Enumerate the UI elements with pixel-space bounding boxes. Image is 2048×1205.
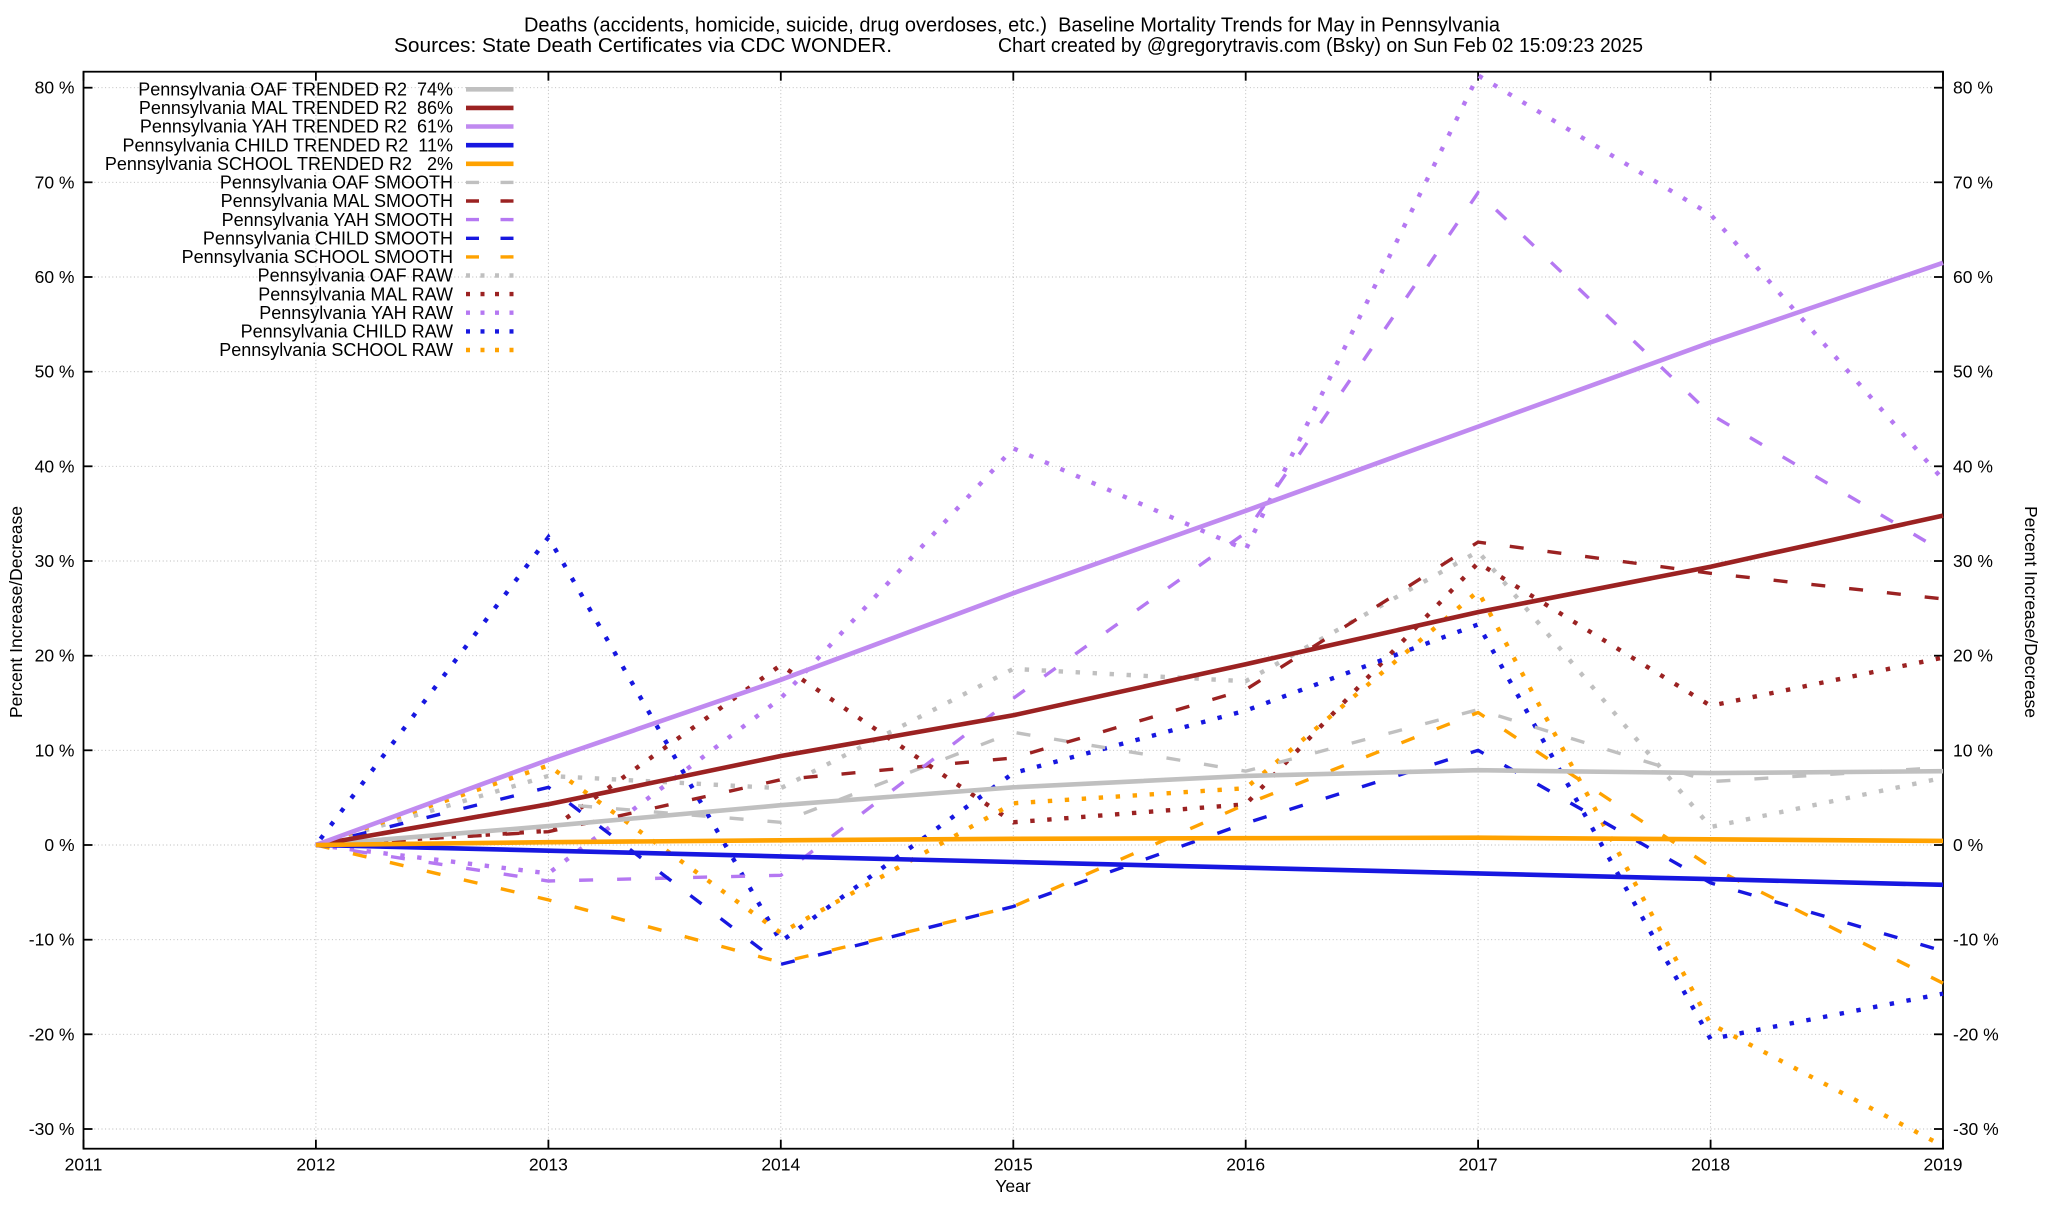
svg-text:0 %: 0 % xyxy=(1953,835,1983,855)
svg-text:Deaths (accidents, homicide, s: Deaths (accidents, homicide, suicide, dr… xyxy=(524,14,1501,36)
svg-text:2019: 2019 xyxy=(1924,1155,1963,1175)
svg-text:80 %: 80 % xyxy=(35,78,75,98)
svg-text:Pennsylvania OAF RAW: Pennsylvania OAF RAW xyxy=(258,266,453,286)
svg-text:2011: 2011 xyxy=(65,1155,103,1175)
svg-text:-10 %: -10 % xyxy=(29,930,75,950)
svg-text:0 %: 0 % xyxy=(44,835,74,855)
svg-text:80 %: 80 % xyxy=(1953,78,1993,98)
svg-text:2015: 2015 xyxy=(994,1155,1033,1175)
svg-text:30 %: 30 % xyxy=(35,551,75,571)
svg-text:Percent Increase/Decrease: Percent Increase/Decrease xyxy=(6,506,26,718)
svg-text:Sources: State Death Certifica: Sources: State Death Certificates via CD… xyxy=(394,35,892,57)
svg-text:2018: 2018 xyxy=(1691,1155,1730,1175)
svg-text:-20 %: -20 % xyxy=(1953,1024,1999,1044)
svg-text:2014: 2014 xyxy=(761,1155,800,1175)
svg-text:Pennsylvania SCHOOL RAW: Pennsylvania SCHOOL RAW xyxy=(219,340,453,360)
svg-text:Pennsylvania OAF SMOOTH: Pennsylvania OAF SMOOTH xyxy=(220,173,453,193)
svg-text:Pennsylvania CHILD TRENDED R2: Pennsylvania CHILD TRENDED R2 11% xyxy=(123,135,453,155)
svg-text:60 %: 60 % xyxy=(35,267,75,287)
svg-text:Pennsylvania MAL SMOOTH: Pennsylvania MAL SMOOTH xyxy=(221,191,453,211)
svg-text:-30 %: -30 % xyxy=(29,1119,75,1139)
svg-text:50 %: 50 % xyxy=(1953,362,1993,382)
svg-text:Pennsylvania OAF TRENDED R2 7: Pennsylvania OAF TRENDED R2 74% xyxy=(138,80,453,100)
svg-text:2012: 2012 xyxy=(296,1155,335,1175)
svg-text:Pennsylvania MAL TRENDED R2 8: Pennsylvania MAL TRENDED R2 86% xyxy=(139,98,453,118)
svg-text:20 %: 20 % xyxy=(35,646,75,666)
svg-text:70 %: 70 % xyxy=(35,172,75,192)
svg-text:-30 %: -30 % xyxy=(1953,1119,1999,1139)
svg-text:Pennsylvania YAH RAW: Pennsylvania YAH RAW xyxy=(259,303,453,323)
svg-text:Pennsylvania CHILD RAW: Pennsylvania CHILD RAW xyxy=(241,322,453,342)
svg-text:60 %: 60 % xyxy=(1953,267,1993,287)
svg-text:30 %: 30 % xyxy=(1953,551,1993,571)
svg-text:Pennsylvania YAH SMOOTH: Pennsylvania YAH SMOOTH xyxy=(222,210,453,230)
svg-text:2013: 2013 xyxy=(529,1155,568,1175)
svg-text:70 %: 70 % xyxy=(1953,172,1993,192)
svg-text:Pennsylvania MAL RAW: Pennsylvania MAL RAW xyxy=(258,284,453,304)
svg-text:Percent Increase/Decrease: Percent Increase/Decrease xyxy=(2021,506,2041,718)
svg-text:Pennsylvania SCHOOL SMOOTH: Pennsylvania SCHOOL SMOOTH xyxy=(182,247,453,267)
svg-text:40 %: 40 % xyxy=(1953,456,1993,476)
svg-text:Pennsylvania YAH TRENDED R2 6: Pennsylvania YAH TRENDED R2 61% xyxy=(140,117,453,137)
svg-text:50 %: 50 % xyxy=(35,362,75,382)
svg-text:2017: 2017 xyxy=(1459,1155,1498,1175)
svg-text:10 %: 10 % xyxy=(1953,740,1993,760)
svg-text:Pennsylvania CHILD SMOOTH: Pennsylvania CHILD SMOOTH xyxy=(203,229,453,249)
svg-text:Year: Year xyxy=(995,1176,1031,1196)
svg-text:Chart created by @gregorytravi: Chart created by @gregorytravis.com (Bsk… xyxy=(998,35,1643,57)
svg-text:40 %: 40 % xyxy=(35,456,75,476)
svg-text:-20 %: -20 % xyxy=(29,1024,75,1044)
svg-text:20 %: 20 % xyxy=(1953,646,1993,666)
svg-text:2016: 2016 xyxy=(1226,1155,1265,1175)
svg-text:Pennsylvania SCHOOL TRENDED R2: Pennsylvania SCHOOL TRENDED R2 2% xyxy=(105,154,453,174)
svg-text:-10 %: -10 % xyxy=(1953,930,1999,950)
svg-text:10 %: 10 % xyxy=(35,740,75,760)
